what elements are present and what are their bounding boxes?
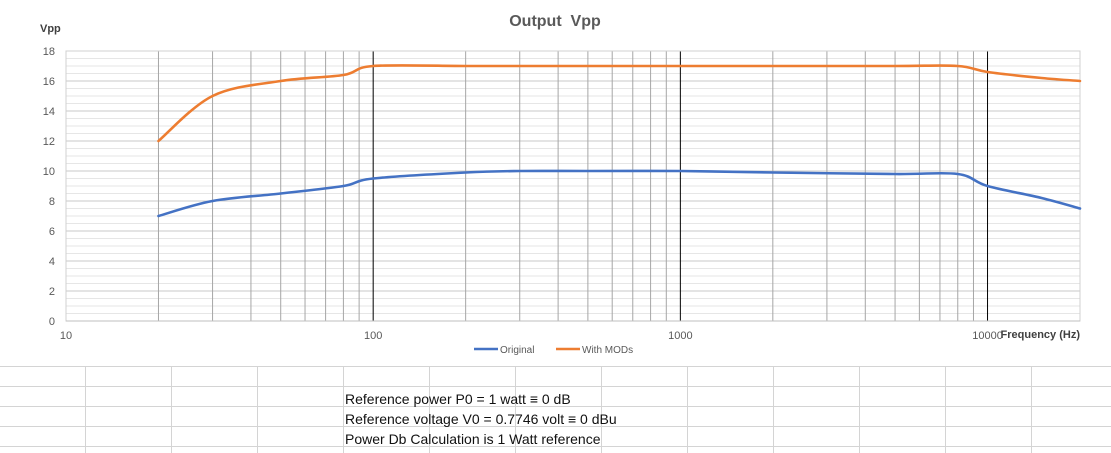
y-tick-labels: 0 2 4 6 8 10 12 14 16 18: [43, 46, 55, 328]
x-tick-label: 10: [60, 330, 72, 342]
y-tick-label: 14: [43, 106, 55, 118]
series-line-original: [157, 169, 1082, 218]
reference-power-note: Reference power P0 = 1 watt ≡ 0 dB: [345, 391, 571, 407]
y-tick-label: 0: [49, 316, 55, 328]
y-tick-label: 10: [43, 166, 55, 178]
x-tick-labels: 10 100 1000 10000: [60, 330, 1003, 342]
power-db-calculation-note: Power Db Calculation is 1 Watt reference: [345, 431, 601, 447]
y-tick-label: 16: [43, 76, 55, 88]
grid-minor: [66, 50, 1081, 322]
chart-title: Output Vpp: [509, 13, 601, 30]
y-tick-label: 12: [43, 136, 55, 148]
x-axis-label: Frequency (Hz): [1001, 329, 1081, 341]
x-tick-label: 100: [364, 330, 382, 342]
spreadsheet-grid: Reference power P0 = 1 watt ≡ 0 dB Refer…: [0, 366, 1111, 453]
legend: Original With MODs: [474, 345, 633, 356]
y-tick-label: 4: [49, 256, 55, 268]
legend-label: Original: [500, 345, 534, 356]
chart-canvas: Output Vpp Vpp Frequency (Hz) 0 2 4 6 8 10 12 1…: [40, 13, 1082, 356]
x-tick-label: 1000: [668, 330, 692, 342]
x-tick-label: 10000: [972, 330, 1003, 342]
y-tick-label: 2: [49, 286, 55, 298]
output-vpp-chart: Output Vpp Vpp Frequency (Hz) 0 2 4 6 8 10 12 1…: [40, 13, 1082, 356]
y-tick-label: 6: [49, 226, 55, 238]
y-tick-label: 8: [49, 196, 55, 208]
reference-voltage-note: Reference voltage V0 = 0.7746 volt ≡ 0 d…: [345, 411, 617, 427]
series-line-with-mods: [157, 64, 1082, 143]
y-axis-label: Vpp: [40, 23, 61, 35]
y-tick-label: 18: [43, 46, 55, 58]
legend-label: With MODs: [582, 345, 633, 356]
sheet-gridlines: [0, 366, 1111, 453]
series-lines: [157, 64, 1082, 218]
